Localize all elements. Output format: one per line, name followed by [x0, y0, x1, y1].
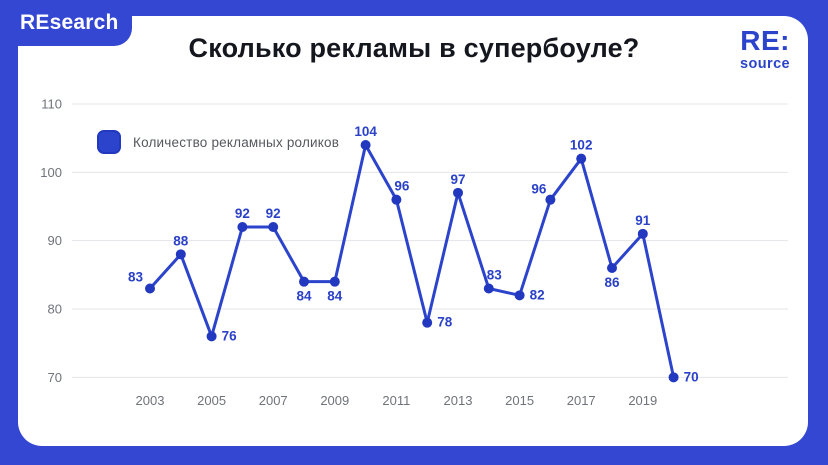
legend-swatch-icon: [97, 130, 121, 154]
chart-card: [18, 16, 808, 446]
chart-title: Сколько рекламы в супербоуле?: [188, 33, 640, 63]
research-badge-label: REsearch: [20, 11, 119, 34]
research-badge: REsearch: [0, 0, 132, 46]
legend-label: Количество рекламных роликов: [133, 134, 340, 150]
re-source-logo: RE: source: [740, 27, 790, 72]
logo-line1: RE:: [740, 25, 790, 56]
logo-line2: source: [740, 56, 790, 72]
chart-legend: Количество рекламных роликов: [97, 130, 339, 154]
